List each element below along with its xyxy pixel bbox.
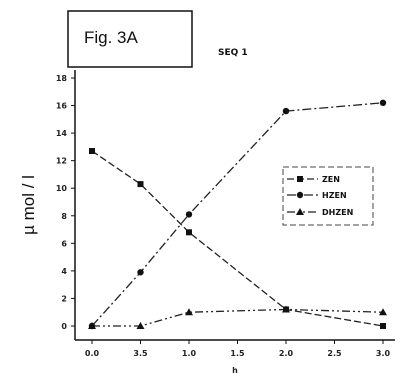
legend-marker-hzen — [296, 191, 304, 199]
x-tick-label: 1.5 — [230, 349, 245, 358]
y-tick-label: 4 — [61, 267, 67, 276]
figure-label-box — [67, 10, 193, 68]
legend-box — [282, 166, 374, 226]
figure-label: Fig. 3A — [84, 28, 139, 47]
data-point-dhzen — [379, 308, 387, 316]
x-tick-label: 0.0 — [85, 349, 100, 358]
x-ticks: 0.0 3.5 1.0 1.5 2.0 2.5 3.0 — [85, 340, 391, 358]
legend: ZEN HZEN DHZEN — [282, 166, 374, 226]
x-tick-label: 1.0 — [182, 349, 197, 358]
series-line-dhzen — [92, 308, 384, 327]
data-point-dhzen — [185, 308, 193, 316]
legend-label-dhzen: DHZEN — [322, 208, 353, 217]
data-point-dhzen — [282, 305, 290, 313]
x-tick-label: 2.5 — [327, 349, 342, 358]
y-ticks: 0 2 4 6 8 10 12 14 16 18 — [56, 74, 75, 331]
series-dhzen — [88, 305, 387, 329]
x-tick-label: 3.0 — [376, 349, 391, 358]
y-tick-label: 10 — [56, 184, 68, 193]
data-point-dhzen — [88, 322, 96, 329]
y-tick-label: 18 — [56, 74, 68, 83]
data-point-zen — [380, 323, 386, 329]
data-point-zen — [89, 148, 95, 155]
data-point-hzen — [137, 269, 144, 276]
x-tick-label: 2.0 — [279, 349, 294, 358]
y-tick-label: 8 — [61, 212, 67, 221]
legend-marker-dhzen — [296, 208, 304, 215]
legend-label-hzen: HZEN — [322, 191, 347, 200]
y-tick-label: 14 — [56, 129, 68, 138]
data-point-dhzen — [136, 322, 145, 329]
chart-title: SEQ 1 — [218, 48, 248, 58]
x-axis-label: h — [232, 366, 238, 375]
data-point-hzen — [282, 107, 290, 115]
y-axis-label: µ mol / l — [19, 175, 38, 235]
data-point-hzen — [379, 99, 387, 107]
series-zen — [89, 148, 386, 329]
x-tick-label: 3.5 — [133, 349, 148, 358]
y-tick-label: 2 — [61, 294, 67, 303]
data-point-zen — [186, 229, 192, 236]
y-tick-label: 0 — [61, 322, 67, 331]
series-line-zen — [91, 150, 384, 327]
y-tick-label: 12 — [56, 157, 67, 166]
data-point-zen — [137, 181, 144, 188]
legend-label-zen: ZEN — [322, 175, 340, 184]
series-group — [88, 99, 387, 330]
y-tick-label: 6 — [61, 239, 67, 248]
data-point-hzen — [185, 211, 193, 218]
legend-marker-zen — [297, 176, 303, 182]
y-tick-label: 16 — [56, 102, 68, 111]
